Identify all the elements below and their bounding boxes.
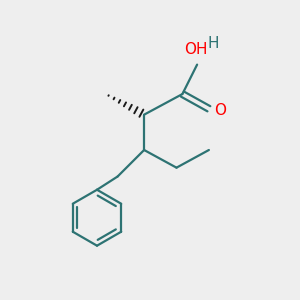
Text: O: O <box>214 103 226 118</box>
Text: OH: OH <box>184 42 207 57</box>
Text: H: H <box>208 36 219 51</box>
